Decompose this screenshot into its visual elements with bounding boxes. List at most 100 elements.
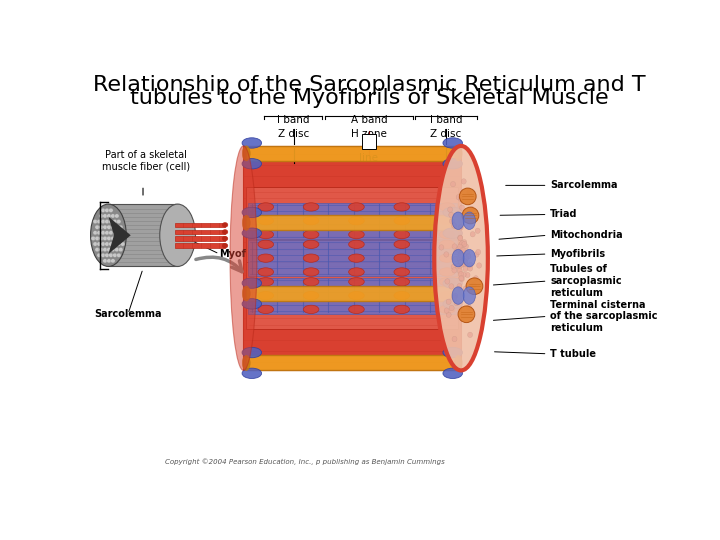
Ellipse shape xyxy=(95,225,99,229)
Text: Sarcolemma: Sarcolemma xyxy=(94,309,162,319)
Ellipse shape xyxy=(463,249,475,267)
Ellipse shape xyxy=(99,237,104,240)
Ellipse shape xyxy=(119,225,123,229)
Ellipse shape xyxy=(451,223,456,228)
Ellipse shape xyxy=(114,214,119,218)
Polygon shape xyxy=(109,204,178,266)
Ellipse shape xyxy=(348,254,364,262)
Ellipse shape xyxy=(107,247,111,252)
Ellipse shape xyxy=(460,254,465,260)
Ellipse shape xyxy=(111,237,115,240)
Ellipse shape xyxy=(101,242,105,246)
Ellipse shape xyxy=(109,208,113,212)
Ellipse shape xyxy=(444,252,449,257)
Text: T tubule: T tubule xyxy=(550,349,596,359)
Ellipse shape xyxy=(452,287,464,305)
Ellipse shape xyxy=(458,260,463,265)
Ellipse shape xyxy=(459,205,464,211)
Text: Z disc: Z disc xyxy=(278,129,310,139)
Ellipse shape xyxy=(119,247,123,252)
Ellipse shape xyxy=(458,235,463,241)
Ellipse shape xyxy=(93,219,97,224)
Ellipse shape xyxy=(109,219,113,224)
Ellipse shape xyxy=(258,217,274,225)
Text: Terminal cisterna
of the sarcoplasmic
reticulum: Terminal cisterna of the sarcoplasmic re… xyxy=(550,300,658,333)
Ellipse shape xyxy=(303,240,319,248)
Ellipse shape xyxy=(91,237,96,240)
Ellipse shape xyxy=(103,225,107,229)
Ellipse shape xyxy=(111,214,115,218)
Ellipse shape xyxy=(97,231,102,235)
Ellipse shape xyxy=(443,228,462,238)
Ellipse shape xyxy=(114,237,119,240)
Ellipse shape xyxy=(461,247,466,253)
Ellipse shape xyxy=(101,208,105,212)
Ellipse shape xyxy=(463,287,475,305)
Ellipse shape xyxy=(222,230,228,234)
Ellipse shape xyxy=(112,253,117,258)
Polygon shape xyxy=(246,225,459,292)
Ellipse shape xyxy=(459,275,464,281)
Ellipse shape xyxy=(454,215,462,230)
Ellipse shape xyxy=(243,146,250,161)
Ellipse shape xyxy=(449,305,454,310)
Ellipse shape xyxy=(446,312,451,318)
Ellipse shape xyxy=(99,214,104,218)
Ellipse shape xyxy=(443,207,462,218)
Polygon shape xyxy=(175,244,225,248)
Ellipse shape xyxy=(242,159,261,169)
Polygon shape xyxy=(248,202,456,239)
Ellipse shape xyxy=(303,254,319,262)
Ellipse shape xyxy=(458,235,463,240)
Ellipse shape xyxy=(348,278,364,286)
Ellipse shape xyxy=(459,261,464,267)
Ellipse shape xyxy=(454,300,459,306)
Ellipse shape xyxy=(242,278,261,288)
Polygon shape xyxy=(246,187,459,254)
Ellipse shape xyxy=(97,253,102,258)
Ellipse shape xyxy=(457,284,462,289)
Ellipse shape xyxy=(445,279,450,284)
Polygon shape xyxy=(246,286,459,301)
Polygon shape xyxy=(246,355,459,370)
Ellipse shape xyxy=(454,355,462,370)
Ellipse shape xyxy=(458,306,474,322)
Ellipse shape xyxy=(242,207,261,218)
Ellipse shape xyxy=(394,202,410,211)
Ellipse shape xyxy=(303,202,319,211)
Ellipse shape xyxy=(394,292,410,300)
Ellipse shape xyxy=(459,249,464,255)
Ellipse shape xyxy=(258,278,274,286)
Ellipse shape xyxy=(242,368,261,379)
Ellipse shape xyxy=(258,305,274,314)
Ellipse shape xyxy=(243,355,250,370)
Ellipse shape xyxy=(394,278,410,286)
Ellipse shape xyxy=(243,215,250,230)
Text: Z disc: Z disc xyxy=(431,129,462,139)
Ellipse shape xyxy=(258,268,274,276)
Ellipse shape xyxy=(452,249,464,267)
Polygon shape xyxy=(175,230,225,234)
Ellipse shape xyxy=(477,263,482,268)
Polygon shape xyxy=(243,146,461,370)
Ellipse shape xyxy=(222,237,228,241)
Ellipse shape xyxy=(476,249,481,255)
Ellipse shape xyxy=(101,253,105,258)
Polygon shape xyxy=(246,262,459,329)
Ellipse shape xyxy=(242,347,261,357)
Ellipse shape xyxy=(111,259,115,263)
Ellipse shape xyxy=(109,242,113,246)
Ellipse shape xyxy=(466,278,483,294)
Ellipse shape xyxy=(104,253,109,258)
Ellipse shape xyxy=(104,242,109,246)
Ellipse shape xyxy=(101,219,105,224)
Ellipse shape xyxy=(109,231,113,235)
Text: I band: I band xyxy=(430,114,462,125)
Ellipse shape xyxy=(394,268,410,276)
Ellipse shape xyxy=(456,255,462,261)
Ellipse shape xyxy=(444,308,449,313)
Ellipse shape xyxy=(455,264,460,269)
Ellipse shape xyxy=(93,231,97,235)
Ellipse shape xyxy=(462,241,467,247)
Ellipse shape xyxy=(303,268,319,276)
